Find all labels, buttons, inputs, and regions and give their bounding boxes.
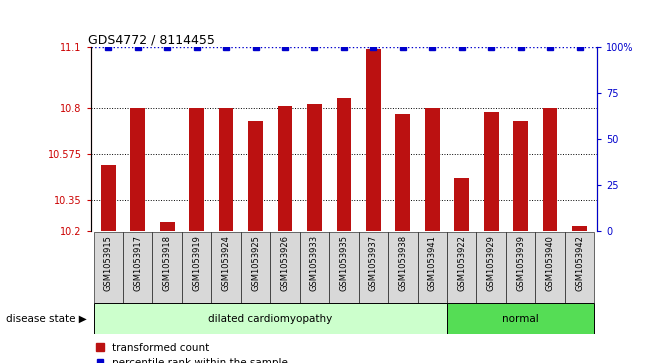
Bar	[182, 232, 211, 303]
Text: GDS4772 / 8114455: GDS4772 / 8114455	[88, 33, 215, 46]
Text: GSM1053937: GSM1053937	[369, 235, 378, 291]
Text: GSM1053919: GSM1053919	[192, 235, 201, 291]
Bar	[543, 108, 558, 231]
Bar	[366, 49, 380, 231]
Text: normal: normal	[502, 314, 539, 323]
Bar	[417, 232, 447, 303]
Bar	[219, 108, 234, 231]
Text: GSM1053926: GSM1053926	[280, 235, 289, 291]
Text: GSM1053922: GSM1053922	[457, 235, 466, 291]
Bar	[278, 106, 293, 231]
Bar	[130, 108, 145, 231]
Bar	[565, 232, 595, 303]
Bar	[93, 232, 123, 303]
Text: disease state ▶: disease state ▶	[7, 314, 87, 323]
Text: GSM1053938: GSM1053938	[399, 235, 407, 291]
Bar	[337, 98, 351, 231]
Bar	[513, 121, 528, 231]
Text: GSM1053940: GSM1053940	[546, 235, 554, 291]
Bar	[395, 114, 410, 231]
Bar	[572, 227, 587, 231]
Bar	[101, 165, 115, 231]
Bar	[300, 232, 329, 303]
Bar	[476, 232, 506, 303]
Text: dilated cardiomyopathy: dilated cardiomyopathy	[208, 314, 332, 323]
Bar	[270, 232, 300, 303]
Bar	[535, 232, 565, 303]
Text: GSM1053929: GSM1053929	[486, 235, 496, 291]
Bar	[248, 121, 263, 231]
Bar	[189, 108, 204, 231]
Text: GSM1053942: GSM1053942	[575, 235, 584, 291]
Bar	[425, 108, 440, 231]
Bar	[93, 303, 447, 334]
Bar	[211, 232, 241, 303]
Text: GSM1053925: GSM1053925	[251, 235, 260, 291]
Bar	[152, 232, 182, 303]
Bar	[307, 104, 322, 231]
Bar	[388, 232, 417, 303]
Bar	[484, 113, 499, 231]
Text: GSM1053941: GSM1053941	[427, 235, 437, 291]
Text: GSM1053915: GSM1053915	[104, 235, 113, 291]
Bar	[447, 303, 595, 334]
Bar	[454, 178, 469, 231]
Text: GSM1053933: GSM1053933	[310, 235, 319, 291]
Bar	[358, 232, 388, 303]
Text: GSM1053935: GSM1053935	[340, 235, 348, 291]
Text: GSM1053939: GSM1053939	[516, 235, 525, 291]
Bar	[123, 232, 152, 303]
Bar	[447, 232, 476, 303]
Legend: transformed count, percentile rank within the sample: transformed count, percentile rank withi…	[96, 343, 289, 363]
Text: GSM1053918: GSM1053918	[162, 235, 172, 291]
Text: GSM1053917: GSM1053917	[134, 235, 142, 291]
Bar	[160, 223, 174, 231]
Bar	[241, 232, 270, 303]
Bar	[329, 232, 358, 303]
Text: GSM1053924: GSM1053924	[221, 235, 231, 291]
Bar	[506, 232, 535, 303]
